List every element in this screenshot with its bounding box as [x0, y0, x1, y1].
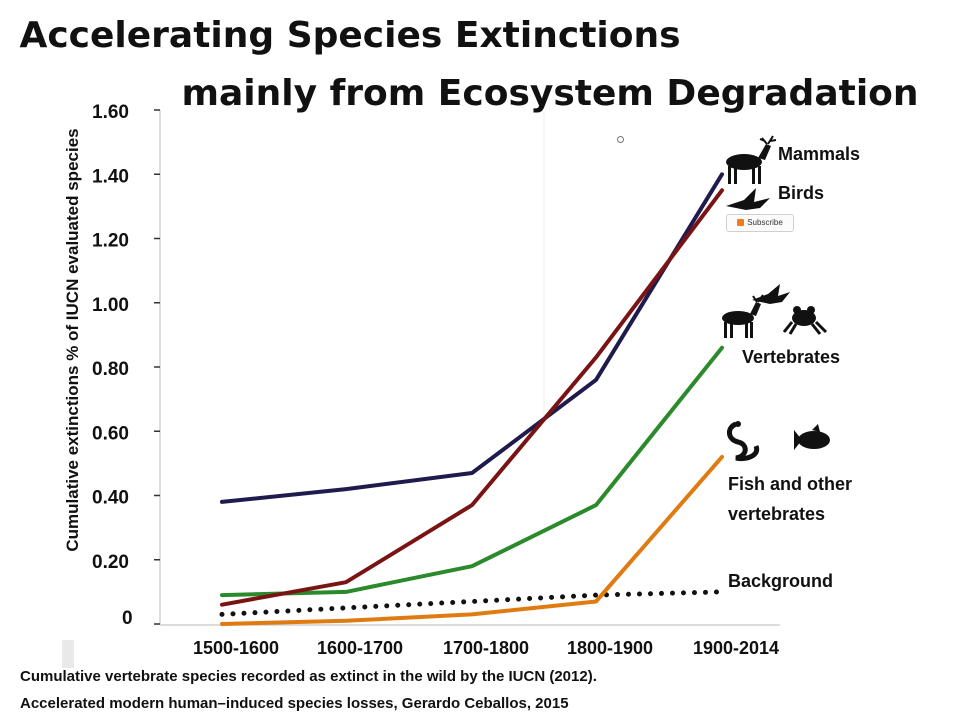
- series-label: Fish and other: [728, 474, 852, 494]
- chart-title-line2: mainly from Ecosystem Degradation: [181, 73, 919, 114]
- footnote-source: Cumulative vertebrate species recorded a…: [20, 668, 597, 685]
- x-tick-label: 1800-1900: [567, 638, 653, 658]
- y-tick-label: 0: [122, 608, 133, 629]
- x-tick-label: 1700-1800: [443, 638, 529, 658]
- axes: [159, 110, 780, 626]
- series-labels: Mammals Birds Vertebrates Fish and other ver…: [728, 144, 860, 591]
- y-tick-label: 0.40: [92, 488, 129, 509]
- deer-icon: [722, 294, 764, 338]
- series-label: Background: [728, 571, 833, 591]
- series-label: vertebrates: [728, 504, 825, 524]
- series-line-mammals: [220, 172, 724, 504]
- y-tick-label: 1.00: [92, 295, 129, 316]
- fish-icon: [794, 424, 830, 450]
- y-tick-label: 0.60: [92, 423, 129, 444]
- series-label: Birds: [778, 183, 824, 203]
- y-tick-label: 1.20: [92, 231, 129, 252]
- series-line-fish-and-other-vertebrates: [220, 454, 724, 626]
- y-tick-labels: 0 0.20 0.40 0.60 0.80 1.00 1.20 1.40 1.60: [92, 102, 160, 629]
- series-line-vertebrates: [220, 345, 724, 598]
- bird-icon: [752, 284, 790, 304]
- search-icon: [617, 136, 624, 143]
- chart-title-line1: Accelerating Species Extinctions: [19, 15, 681, 56]
- footnote-credit: Accelerated modern human–induced species…: [20, 695, 569, 712]
- y-tick-label: 0.20: [92, 552, 129, 573]
- deer-icon: [726, 135, 777, 184]
- subscribe-label: Subscribe: [747, 218, 783, 227]
- rss-icon: [737, 219, 745, 227]
- y-tick-label: 1.40: [92, 166, 129, 187]
- y-tick-label: 1.60: [92, 102, 129, 123]
- subscribe-button[interactable]: Subscribe: [726, 214, 794, 232]
- series-lines: [219, 172, 725, 626]
- side-strip: [62, 640, 74, 668]
- series-line-birds: [220, 188, 724, 607]
- bird-icon: [726, 188, 770, 210]
- snake-icon: [727, 421, 760, 461]
- x-tick-labels: 1500-1600 1600-1700 1700-1800 1800-1900 1900…: [193, 638, 779, 658]
- x-tick-label: 1900-2014: [693, 638, 779, 658]
- x-tick-label: 1600-1700: [317, 638, 403, 658]
- series-line-background: [219, 589, 725, 617]
- x-tick-label: 1500-1600: [193, 638, 279, 658]
- animal-icons: [722, 135, 830, 461]
- series-label: Vertebrates: [742, 347, 840, 367]
- frog-icon: [782, 306, 828, 335]
- series-label: Mammals: [778, 144, 860, 164]
- y-tick-label: 0.80: [92, 359, 129, 380]
